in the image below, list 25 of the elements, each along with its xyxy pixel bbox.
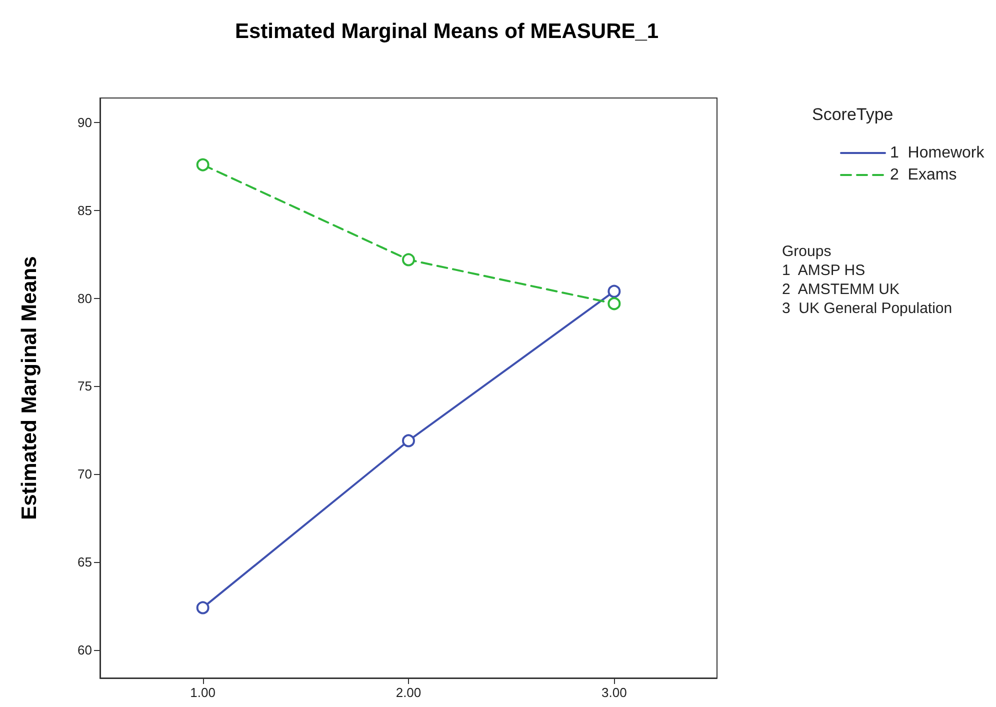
y-tick-label: 65 [78, 554, 92, 570]
point [402, 434, 415, 448]
point [402, 253, 415, 266]
text: 3 UK General Population [782, 300, 952, 317]
x-tick-label: 2.00 [396, 685, 422, 700]
point [608, 297, 621, 310]
text: 2 AMSTEMM UK [782, 281, 900, 298]
y-axis-title: Estimated Marginal Means [18, 256, 41, 520]
y-tick-label: 85 [78, 202, 92, 218]
y-tick-label: 80 [78, 290, 92, 306]
y-tick-label: 60 [78, 642, 92, 658]
y-tick-label: 90 [78, 115, 92, 130]
text: 1 AMSP HS [782, 262, 866, 279]
point [196, 601, 210, 614]
x-tick-label: 3.00 [602, 685, 627, 700]
legend-label: 1 Homework [890, 144, 986, 162]
y-tick-label: 75 [78, 378, 92, 394]
chart-title: Estimated Marginal Means of MEASURE_1 [235, 20, 659, 43]
y-tick-label: 70 [78, 466, 92, 482]
x-tick-label: 1.00 [190, 685, 216, 700]
text: Groups [782, 243, 832, 260]
point [196, 158, 210, 172]
legend-title: ScoreType [812, 105, 894, 124]
legend-label: 2 Exams [890, 166, 957, 184]
point [608, 284, 621, 298]
